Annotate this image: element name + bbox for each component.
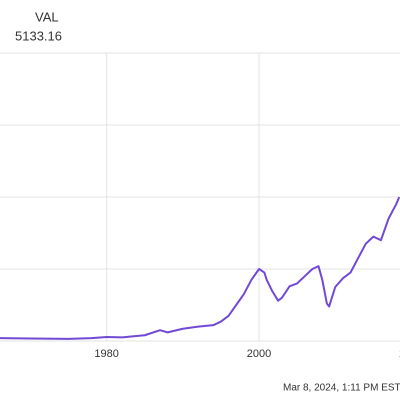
x-tick-label: 1980 — [94, 348, 118, 360]
data-line — [0, 196, 400, 340]
footer: Mar 8, 2024, 1:11 PM EST Pow — [283, 383, 400, 394]
legend-value: 5133.16 — [15, 28, 62, 43]
x-tick-label: 2000 — [247, 348, 271, 360]
legend-name: VAL — [35, 9, 59, 24]
